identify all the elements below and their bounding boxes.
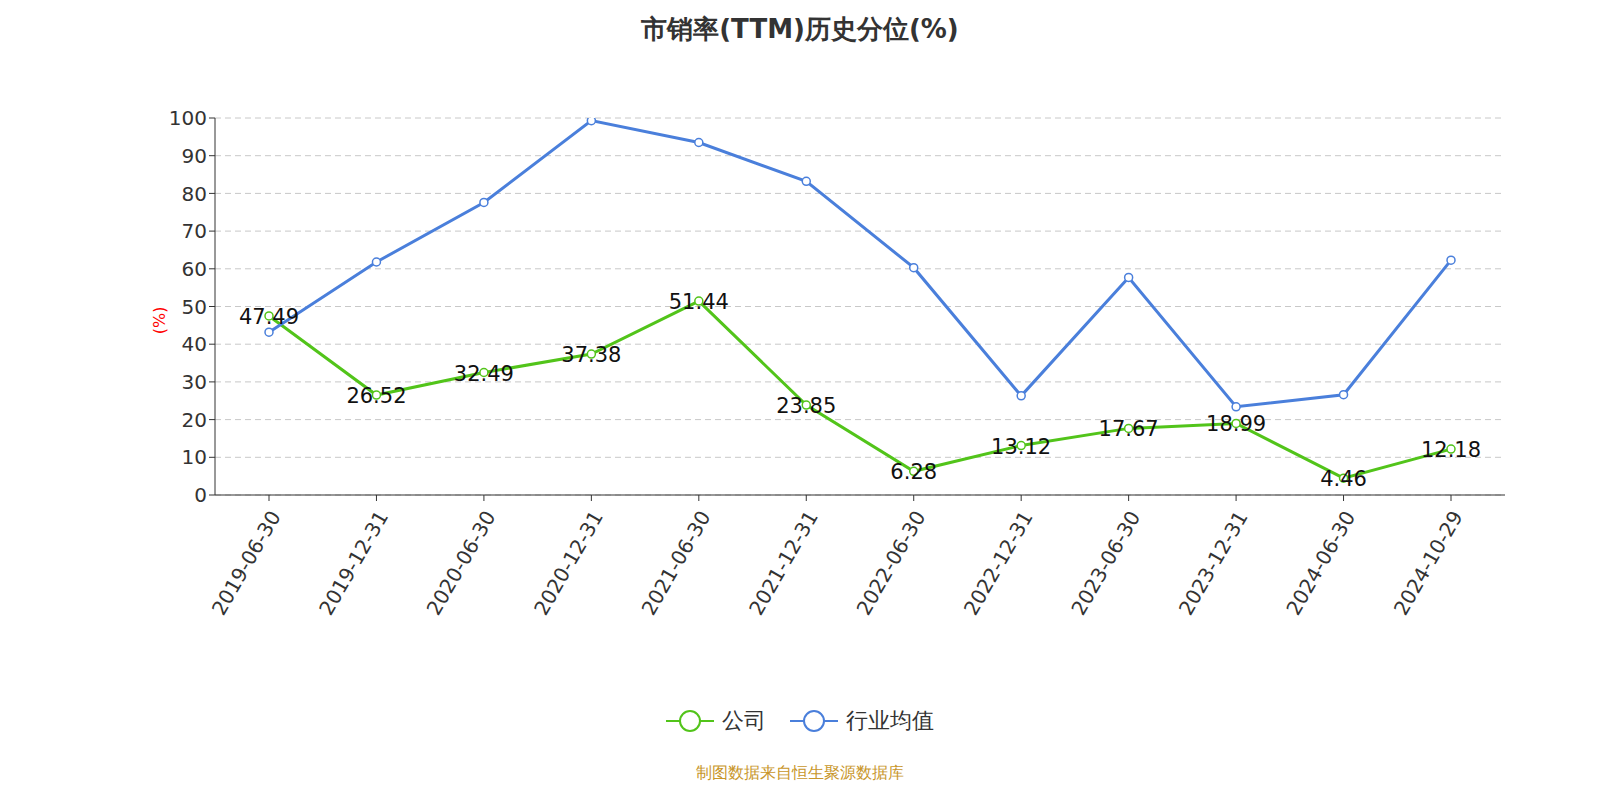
html-text:公司: 公司 (722, 708, 766, 733)
svg-text:32.49: 32.49 (454, 362, 514, 386)
svg-text:6.28: 6.28 (890, 460, 937, 484)
svg-text:17.67: 17.67 (1099, 417, 1159, 441)
svg-text:20: 20 (182, 408, 207, 432)
svg-text:30: 30 (182, 370, 207, 394)
svg-text:2020-12-31: 2020-12-31 (529, 507, 608, 620)
html-text:行业均值: 行业均值 (846, 708, 934, 733)
svg-text:2019-06-30: 2019-06-30 (207, 507, 286, 620)
svg-text:2024-06-30: 2024-06-30 (1281, 507, 1360, 620)
svg-text:80: 80 (182, 182, 207, 206)
svg-text:0: 0 (194, 483, 207, 507)
svg-text:2019-12-31: 2019-12-31 (314, 507, 393, 620)
svg-text:100: 100 (169, 106, 207, 130)
svg-text:2023-12-31: 2023-12-31 (1174, 507, 1253, 620)
svg-text:47.49: 47.49 (239, 305, 299, 329)
svg-text:2024-10-29: 2024-10-29 (1389, 507, 1468, 620)
svg-text:13.12: 13.12 (991, 435, 1051, 459)
svg-text:2021-06-30: 2021-06-30 (637, 507, 716, 620)
svg-text:(%): (%) (150, 307, 169, 335)
svg-text:26.52: 26.52 (346, 384, 406, 408)
svg-text:70: 70 (182, 219, 207, 243)
svg-text:23.85: 23.85 (776, 394, 836, 418)
svg-text:2022-12-31: 2022-12-31 (959, 507, 1038, 620)
svg-text:37.38: 37.38 (561, 343, 621, 367)
svg-text:10: 10 (182, 445, 207, 469)
svg-text:18.99: 18.99 (1206, 412, 1266, 436)
html-text:制图数据来自恒生聚源数据库: 制图数据来自恒生聚源数据库 (696, 763, 904, 782)
svg-text:2021-12-31: 2021-12-31 (744, 507, 823, 620)
svg-text:2022-06-30: 2022-06-30 (851, 507, 930, 620)
svg-text:51.44: 51.44 (669, 290, 729, 314)
svg-text:2020-06-30: 2020-06-30 (422, 507, 501, 620)
svg-text:50: 50 (182, 295, 207, 319)
html-text:市销率(TTM)历史分位(%): 市销率(TTM)历史分位(%) (641, 14, 959, 44)
svg-text:2023-06-30: 2023-06-30 (1066, 507, 1145, 620)
svg-text:60: 60 (182, 257, 207, 281)
svg-text:4.46: 4.46 (1320, 467, 1367, 491)
svg-text:40: 40 (182, 332, 207, 356)
svg-text:90: 90 (182, 144, 207, 168)
svg-text:12.18: 12.18 (1421, 438, 1481, 462)
